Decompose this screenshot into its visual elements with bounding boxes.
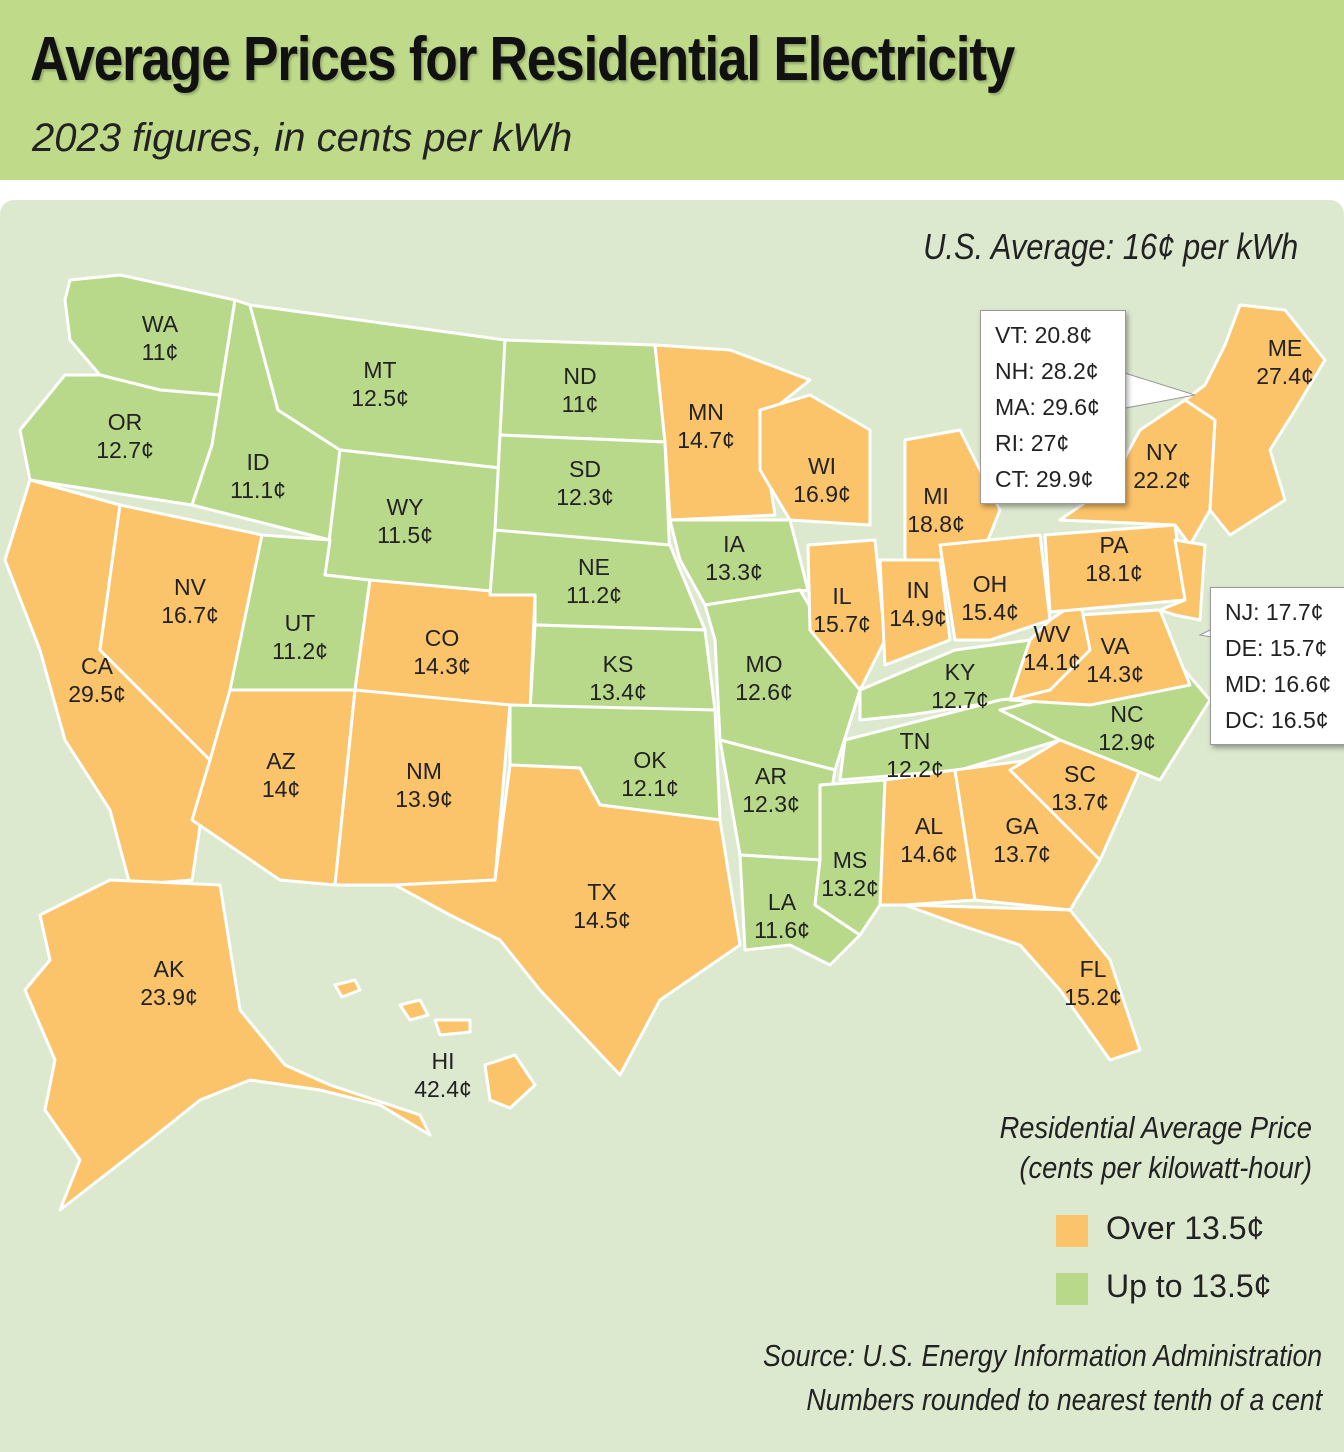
- callout-md: MD: 16.6¢: [1225, 671, 1332, 697]
- state-GA[interactable]: [953, 758, 1102, 912]
- state-HI-island-1[interactable]: [333, 978, 362, 999]
- legend-swatch-over: [1056, 1214, 1088, 1247]
- state-FL[interactable]: [903, 903, 1142, 1062]
- label-HI: HI 42.4¢: [414, 1048, 472, 1102]
- state-OH[interactable]: [938, 533, 1052, 642]
- label-NM: NM 13.9¢: [395, 758, 453, 812]
- callout-vt: VT: 20.8¢: [995, 322, 1093, 348]
- label-FL: FL 15.2¢: [1064, 956, 1122, 1010]
- state-HI-island-big[interactable]: [483, 1053, 537, 1110]
- callout-nh: NH: 28.2¢: [995, 358, 1099, 384]
- state-HI-island-2[interactable]: [398, 998, 430, 1022]
- label-NV: NV 16.7¢: [161, 574, 219, 628]
- label-MI: MI 18.8¢: [907, 483, 965, 537]
- label-MS: MS 13.2¢: [821, 847, 879, 901]
- label-SC: SC 13.7¢: [1051, 761, 1109, 815]
- label-OR: OR 12.7¢: [96, 409, 154, 463]
- label-ID: ID 11.1¢: [230, 449, 286, 503]
- state-New-England[interactable]: [1183, 303, 1327, 537]
- legend-item-up-to: Up to 13.5¢: [1056, 1268, 1271, 1305]
- label-WY: WY 11.5¢: [377, 494, 433, 548]
- label-UT: UT 11.2¢: [272, 610, 328, 664]
- page-title: Average Prices for Residential Electrici…: [30, 25, 1015, 94]
- state-TX[interactable]: [393, 763, 742, 1077]
- label-OH: OH 15.4¢: [961, 571, 1019, 625]
- state-HI-island-3[interactable]: [433, 1018, 472, 1037]
- label-OK: OK 12.1¢: [621, 747, 679, 801]
- label-TN: TN 12.2¢: [886, 728, 944, 782]
- label-IN: IN 14.9¢: [889, 577, 947, 631]
- label-KY: KY 12.7¢: [931, 659, 989, 713]
- legend-item-over: Over 13.5¢: [1056, 1210, 1264, 1247]
- label-LA: LA 11.6¢: [754, 889, 810, 943]
- callout-ma: MA: 29.6¢: [995, 394, 1100, 420]
- header-banner: Average Prices for Residential Electrici…: [0, 0, 1344, 180]
- label-PA: PA 18.1¢: [1085, 532, 1143, 586]
- label-WA: WA 11¢: [141, 311, 179, 365]
- label-IA: IA 13.3¢: [705, 531, 763, 585]
- label-MO: MO 12.6¢: [735, 651, 793, 705]
- us-average-note: U.S. Average: 16¢ per kWh: [922, 226, 1298, 267]
- label-ME: ME 27.4¢: [1256, 335, 1314, 389]
- state-IL[interactable]: [806, 538, 887, 692]
- state-NJ-DE-MD[interactable]: [1158, 538, 1207, 622]
- label-NY: NY 22.2¢: [1133, 439, 1191, 493]
- callout-dc: DC: 16.5¢: [1225, 707, 1329, 733]
- state-AK[interactable]: [23, 878, 432, 1212]
- label-AZ: AZ 14¢: [261, 748, 301, 802]
- state-MI[interactable]: [903, 428, 1002, 562]
- callout-midatlantic: NJ: 17.7¢ DE: 15.7¢ MD: 16.6¢ DC: 16.5¢: [1210, 587, 1344, 745]
- label-NC: NC 12.9¢: [1098, 701, 1156, 755]
- state-IN[interactable]: [878, 558, 952, 667]
- label-ND: ND 11¢: [561, 363, 599, 417]
- label-GA: GA 13.7¢: [993, 813, 1051, 867]
- label-WV: WV 14.1¢: [1023, 621, 1081, 675]
- label-AK: AK 23.9¢: [140, 956, 198, 1010]
- callout-ct: CT: 29.9¢: [995, 466, 1094, 492]
- state-WV[interactable]: [1008, 598, 1092, 702]
- callout-nj: NJ: 17.7¢: [1225, 599, 1324, 625]
- state-WI[interactable]: [758, 393, 872, 527]
- legend-swatch-up-to: [1056, 1272, 1088, 1305]
- label-VA: VA 14.3¢: [1086, 633, 1144, 687]
- label-MN: MN 14.7¢: [677, 399, 735, 453]
- label-AL: AL 14.6¢: [900, 813, 958, 867]
- label-TX: TX 14.5¢: [573, 879, 631, 933]
- label-AR: AR 12.3¢: [742, 763, 800, 817]
- label-KS: KS 13.4¢: [589, 651, 647, 705]
- label-CA: CA 29.5¢: [68, 653, 126, 707]
- label-MT: MT 12.5¢: [351, 357, 409, 411]
- callout-northeast: VT: 20.8¢ NH: 28.2¢ MA: 29.6¢ RI: 27¢ CT…: [980, 310, 1126, 504]
- legend-title: Residential Average Price (cents per kil…: [999, 1110, 1312, 1185]
- label-WI: WI 16.9¢: [793, 453, 851, 507]
- callout-de: DE: 15.7¢: [1225, 635, 1328, 661]
- callout-ri: RI: 27¢: [995, 430, 1070, 456]
- label-SD: SD 12.3¢: [556, 456, 614, 510]
- source-note: Source: U.S. Energy Information Administ…: [762, 1338, 1322, 1417]
- label-IL: IL 15.7¢: [813, 583, 871, 637]
- label-NE: NE 11.2¢: [566, 554, 622, 608]
- state-AL[interactable]: [878, 768, 977, 907]
- page-subtitle: 2023 figures, in cents per kWh: [32, 116, 573, 160]
- label-CO: CO 14.3¢: [413, 625, 471, 679]
